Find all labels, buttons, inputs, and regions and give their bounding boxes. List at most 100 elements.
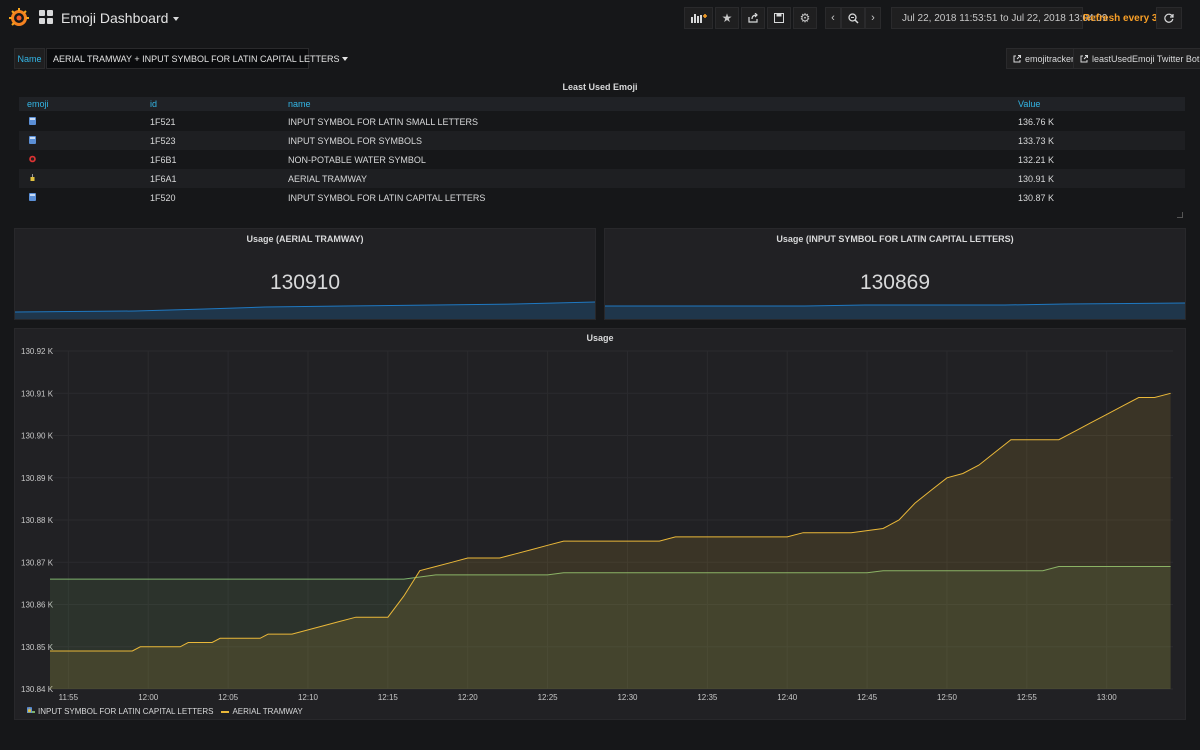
column-header-value[interactable]: Value [1018, 99, 1041, 109]
legend-swatch [221, 710, 230, 713]
x-tick-label: 12:35 [697, 693, 718, 702]
refresh-icon [1164, 13, 1174, 23]
settings-button[interactable]: ⚙ [793, 7, 817, 29]
legend-label: AERIAL TRAMWAY [232, 707, 303, 716]
x-tick-label: 12:40 [777, 693, 798, 702]
y-tick-label: 130.91 K [21, 389, 54, 398]
usage-graph[interactable]: 130.84 K 130.85 K 130.86 K 130.87 K 130.88 K… [15, 329, 1185, 704]
x-tick-label: 12:50 [937, 693, 958, 702]
add-panel-icon [690, 14, 707, 23]
table-cell-value: 130.87 K [1018, 193, 1055, 203]
refresh-interval[interactable]: Refresh every 30s [1083, 13, 1169, 24]
x-tick-label: 12:25 [538, 693, 559, 702]
share-button[interactable] [741, 7, 765, 29]
table-row: 1F523 INPUT SYMBOL FOR SYMBOLS 133.73 K [19, 131, 1185, 150]
panel-resize-handle[interactable] [1177, 212, 1183, 218]
stat-panel-title: Usage (INPUT SYMBOL FOR LATIN CAPITAL LE… [776, 234, 1014, 244]
table-cell-name: INPUT SYMBOL FOR LATIN SMALL LETTERS [288, 117, 479, 127]
sparkline [605, 302, 1185, 319]
table-cell-name: INPUT SYMBOL FOR LATIN CAPITAL LETTERS [288, 193, 486, 203]
zoom-out-button[interactable] [841, 7, 865, 29]
top-navbar: Emoji Dashboard ★ ⚙ ‹ › Jul 22, 2018 11:… [0, 0, 1200, 36]
table-cell-id: 1F6B1 [150, 155, 177, 165]
x-tick-label: 12:15 [378, 693, 399, 702]
table-cell-id: 1F523 [150, 136, 176, 146]
x-tick-label: 12:55 [1017, 693, 1038, 702]
y-tick-label: 130.86 K [21, 601, 54, 610]
table-cell-value: 133.73 K [1018, 136, 1055, 146]
x-tick-label: 12:00 [138, 693, 159, 702]
series-line-latin-capital [50, 566, 1171, 580]
input-latin-capital-icon [29, 193, 36, 201]
star-button[interactable]: ★ [715, 7, 739, 29]
y-tick-label: 130.92 K [21, 347, 54, 356]
legend-label: INPUT SYMBOL FOR LATIN CAPITAL LETTERS [38, 707, 214, 716]
star-icon: ★ [721, 11, 733, 25]
table-cell-id: 1F520 [150, 193, 176, 203]
refresh-button[interactable] [1156, 7, 1182, 29]
chevron-down-icon [342, 56, 349, 61]
dashboard-grid-icon[interactable] [39, 10, 53, 24]
gear-icon: ⚙ [799, 11, 811, 25]
y-tick-label: 130.89 K [21, 474, 54, 483]
x-tick-label: 13:00 [1097, 693, 1118, 702]
series-line-aerial-tramway [50, 392, 1171, 652]
y-tick-label: 130.85 K [21, 643, 54, 652]
column-header-name[interactable]: name [288, 99, 311, 109]
grafana-logo-icon[interactable] [8, 7, 30, 29]
stat-panel-title: Usage (AERIAL TRAMWAY) [246, 234, 364, 244]
external-link-icon [1080, 54, 1088, 62]
chevron-left-icon: ‹ [831, 12, 835, 24]
stat-value: 130869 [859, 271, 931, 294]
add-panel-button[interactable] [684, 7, 713, 29]
column-header-id[interactable]: id [150, 99, 158, 109]
series-area-latin-capital [50, 566, 1171, 689]
chevron-right-icon: › [871, 12, 875, 24]
x-tick-label: 11:55 [59, 693, 79, 702]
time-range-picker[interactable]: Jul 22, 2018 11:53:51 to Jul 22, 2018 13… [891, 7, 1108, 29]
x-tick-label: 12:45 [857, 693, 878, 702]
table-row: 1F520 INPUT SYMBOL FOR LATIN CAPITAL LET… [19, 188, 1185, 207]
x-tick-label: 12:05 [218, 693, 239, 702]
save-icon [774, 13, 784, 23]
variable-name-select[interactable]: AERIAL TRAMWAY + INPUT SYMBOL FOR LATIN … [46, 48, 349, 69]
y-tick-label: 130.84 K [21, 685, 54, 694]
graph-legend: INPUT SYMBOL FOR LATIN CAPITAL LETTERS A… [27, 707, 311, 716]
chevron-down-icon [173, 17, 180, 22]
zoom-out-icon [847, 12, 859, 24]
y-tick-label: 130.88 K [21, 516, 54, 525]
dashboard-title[interactable]: Emoji Dashboard [61, 10, 180, 26]
non-potable-water-icon [29, 155, 36, 163]
table-row: 1F6A1 AERIAL TRAMWAY 130.91 K [19, 169, 1185, 188]
y-tick-label: 130.90 K [21, 432, 54, 441]
time-range-text: Jul 22, 2018 11:53:51 to Jul 22, 2018 13… [902, 12, 1108, 24]
table-panel-title: Least Used Emoji [562, 82, 638, 92]
table-cell-name: AERIAL TRAMWAY [288, 174, 368, 184]
stat-panel-latin-capital: Usage (INPUT SYMBOL FOR LATIN CAPITAL LE… [604, 228, 1186, 320]
share-icon [747, 13, 758, 23]
variable-name-label: Name [14, 48, 45, 69]
sparkline [15, 301, 595, 319]
table-cell-name: INPUT SYMBOL FOR SYMBOLS [288, 136, 423, 146]
input-latin-small-icon [29, 117, 36, 125]
time-back-button[interactable]: ‹ [825, 7, 841, 29]
table-row: 1F521 INPUT SYMBOL FOR LATIN SMALL LETTE… [19, 112, 1185, 131]
x-tick-label: 12:30 [617, 693, 638, 702]
legend-item-aerial-tramway[interactable]: AERIAL TRAMWAY [28, 707, 303, 716]
link-leastusedemoji-bot[interactable]: leastUsedEmoji Twitter Bot [1073, 48, 1200, 69]
input-symbols-icon [29, 136, 36, 144]
table-cell-id: 1F521 [150, 117, 176, 127]
save-button[interactable] [767, 7, 791, 29]
x-tick-label: 12:10 [298, 693, 319, 702]
table-cell-value: 132.21 K [1018, 155, 1055, 165]
legend-item-latin-capital[interactable]: INPUT SYMBOL FOR LATIN CAPITAL LETTERS [27, 707, 213, 716]
x-tick-label: 12:20 [458, 693, 479, 702]
link-emojitracker[interactable]: emojitracker [1006, 48, 1082, 69]
stat-value: 130910 [269, 271, 341, 294]
table-row: 1F6B1 NON-POTABLE WATER SYMBOL 132.21 K [19, 150, 1185, 169]
y-tick-label: 130.87 K [21, 558, 54, 567]
time-forward-button[interactable]: › [865, 7, 881, 29]
aerial-tramway-icon [28, 707, 31, 713]
column-header-emoji[interactable]: emoji [27, 99, 49, 109]
table-cell-id: 1F6A1 [150, 174, 177, 184]
